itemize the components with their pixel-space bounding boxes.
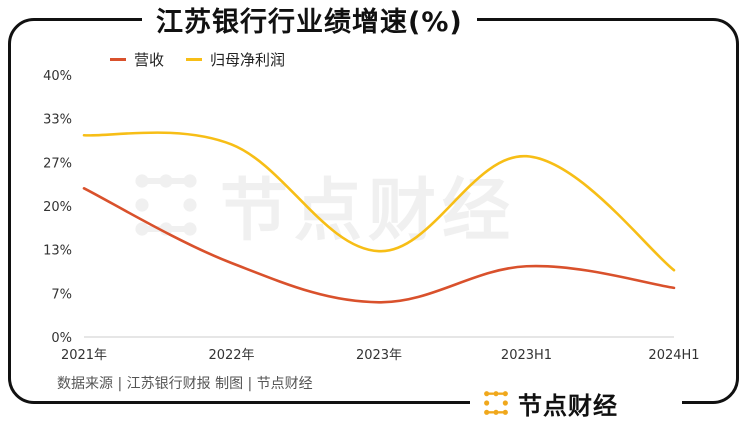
- x-tick-label: 2022年: [208, 348, 254, 363]
- legend-swatch-revenue: [110, 58, 126, 61]
- series-line-profit: [82, 131, 676, 272]
- x-tick-label: 2023H1: [501, 348, 552, 363]
- legend-item-revenue: 营收: [110, 49, 164, 70]
- legend-item-profit: 归母净利润: [186, 49, 285, 70]
- brand-footer: 节点财经: [470, 383, 682, 423]
- y-tick-label: 40%: [43, 69, 72, 84]
- chart-title: 江苏银行行业绩增速(%): [156, 6, 463, 38]
- brand-name: 节点财经: [518, 391, 618, 420]
- legend-swatch-profit: [186, 58, 203, 61]
- x-tick-label: 2024H1: [648, 348, 699, 363]
- x-tick-label: 2021年: [61, 348, 107, 363]
- legend-label-revenue: 营收: [134, 51, 165, 69]
- x-tick-label: 2023年: [356, 348, 402, 363]
- y-tick-label: 27%: [43, 156, 72, 171]
- legend-label-profit: 归母净利润: [210, 51, 286, 69]
- y-tick-label: 7%: [51, 287, 72, 302]
- y-tick-label: 0%: [51, 331, 72, 346]
- series-line-revenue: [82, 187, 676, 304]
- legend: 营收 归母净利润: [110, 49, 307, 70]
- title-container: 江苏银行行业绩增速(%): [142, 0, 477, 38]
- y-tick-label: 33%: [43, 113, 72, 128]
- y-tick-label: 13%: [43, 244, 72, 259]
- brand-logo-icon: [484, 391, 508, 415]
- source-note: 数据来源 | 江苏银行财报 制图 | 节点财经: [57, 376, 313, 392]
- y-tick-label: 20%: [43, 200, 72, 215]
